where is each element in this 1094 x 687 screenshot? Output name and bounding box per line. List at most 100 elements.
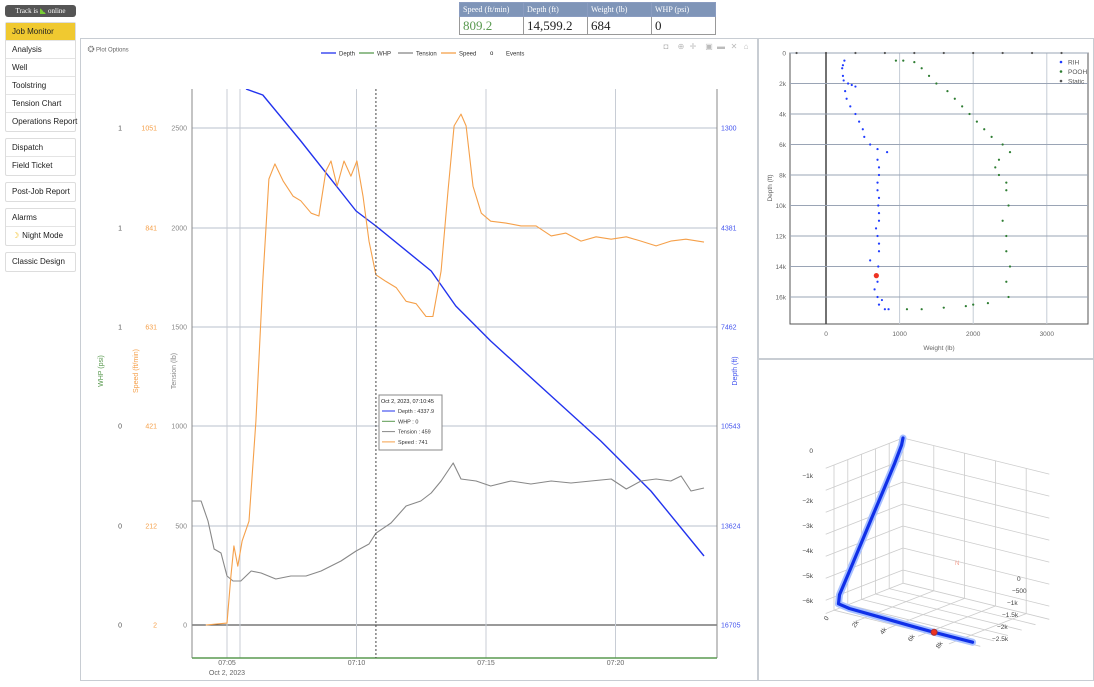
scatter-point-rih (876, 189, 879, 192)
wall-gridline (902, 525, 1050, 563)
whp-tick-label: 1 (118, 226, 122, 233)
x-tick-label: 07:10 (348, 660, 366, 667)
wall-gridline (825, 437, 904, 469)
scatter-point-pooh (913, 61, 916, 64)
scatter-point-pooh (935, 82, 938, 85)
legend-marker-pooh (1059, 70, 1063, 73)
sidebar-item-tension-chart[interactable]: Tension Chart (6, 95, 75, 113)
sidebar-item-label: Post-Job Report (12, 187, 70, 196)
trajectory-line (836, 436, 975, 644)
home-icon[interactable]: ⌂ (744, 42, 749, 51)
sidebar-item-analysis[interactable]: Analysis (6, 41, 75, 59)
plot-area (789, 52, 1089, 325)
scatter-point-rih (877, 219, 881, 222)
scatter-point-pooh (968, 112, 971, 116)
wall-gridline (902, 459, 1050, 497)
sidebar-item-label: Job Monitor (12, 27, 54, 36)
scatter-point-static (854, 51, 857, 55)
scatter-point-rih (877, 303, 881, 306)
z-tick-label: −2k (802, 498, 813, 505)
pan-icon[interactable]: ✛ (690, 42, 697, 51)
tension-tick-label: 500 (175, 524, 187, 531)
scatter-point-rih (869, 143, 872, 146)
scatter-point-rih (863, 135, 866, 138)
zoom-icon[interactable]: ⊕ (678, 42, 685, 51)
sidebar-item-well[interactable]: Well (6, 59, 75, 77)
scatter-point-rih (885, 151, 889, 154)
live-readout-table: Speed (ft/min) Depth (ft) Weight (lb) WH… (459, 2, 716, 35)
scatter-point-pooh (1007, 295, 1010, 299)
legend-item-depth: Depth (339, 52, 355, 58)
whp-tick-label: 1 (118, 126, 122, 133)
whp-value: 0 (651, 16, 716, 35)
camera-icon[interactable]: ◘ (664, 42, 669, 51)
autoscale-icon[interactable]: ✕ (731, 42, 738, 51)
sidebar-item-dispatch[interactable]: Dispatch (6, 139, 75, 157)
scatter-point-pooh (997, 158, 1001, 161)
whp-axis-title: WHP (psi) (98, 355, 105, 387)
y-tick-label: 6k (779, 142, 787, 149)
sidebar-item-alarms[interactable]: Alarms (6, 209, 75, 227)
time-chart[interactable]: 07:05 07:10 07:15 07:20 Oct 2, 2023 0 2 0 16705 0… (81, 39, 759, 682)
floor-gridline (902, 582, 1050, 620)
sidebar-item-label: Toolstring (12, 81, 47, 90)
scatter-point-pooh (997, 173, 1001, 177)
time-chart-panel: 07:05 07:10 07:15 07:20 Oct 2, 2023 0 2 0 16705 0… (80, 38, 758, 681)
sidebar-item-label: Field Ticket (12, 161, 53, 170)
scatter-point-rih (850, 83, 853, 87)
sidebar-group: Alarms ☽ Night Mode (5, 208, 76, 246)
weight-depth-panel: 0 1000 2000 3000 0 2k 4k 6k 8k 10k 12k 14k 16k Weight… (758, 38, 1094, 359)
current-position-marker (930, 628, 938, 636)
z-tick-label: −6k (802, 598, 813, 605)
scatter-point-rih (877, 242, 881, 245)
scatter-point-pooh (894, 59, 898, 62)
plot-options-button[interactable]: Plot Options (96, 48, 129, 54)
north-label: N (955, 561, 959, 567)
scatter-point-rih (845, 97, 848, 100)
scatter-point-rih (877, 265, 880, 268)
x-date-label: Oct 2, 2023 (209, 670, 245, 677)
zoom-in-icon[interactable]: ▣ (705, 42, 713, 51)
tooltip-title: Oct 2, 2023, 07:10:45 (381, 399, 434, 405)
depth-tick-label: 1300 (721, 126, 737, 133)
sidebar-group: Classic Design (5, 252, 76, 272)
wall-gridline (825, 481, 904, 513)
zoom-out-icon[interactable]: ▬ (717, 42, 725, 51)
depth-tick-label: 4381 (721, 226, 737, 233)
scatter-point-pooh (964, 305, 967, 308)
sidebar-item-job-monitor[interactable]: Job Monitor (6, 23, 75, 41)
y-tick-label: 16k (776, 295, 787, 302)
sidebar-item-label: Alarms (12, 213, 37, 222)
sidebar-item-field-ticket[interactable]: Field Ticket (6, 157, 75, 175)
scatter-point-rih (843, 59, 846, 62)
scatter-point-rih (880, 298, 884, 302)
scatter-point-rih (877, 204, 880, 207)
legend-events-marker: o (490, 51, 494, 57)
depth-axis-title: Depth (ft) (732, 356, 739, 385)
weight-depth-chart[interactable]: 0 1000 2000 3000 0 2k 4k 6k 8k 10k 12k 14k 16k Weight… (759, 39, 1094, 360)
speed-axis-title: Speed (ft/min) (133, 349, 140, 393)
sidebar-item-night-mode[interactable]: ☽ Night Mode (6, 227, 75, 245)
x-tick-label: 2k (851, 619, 861, 629)
trajectory-3d-chart[interactable]: 0 −1k −2k −3k −4k −5k −6k 0 2k 4k 6k 8k 0 −500 −1k −1.5… (759, 360, 1094, 682)
y-tick-label: 14k (776, 264, 787, 271)
y-tick-label: 4k (779, 112, 787, 119)
x-tick-label: 8k (935, 640, 945, 650)
gear-icon (87, 45, 95, 53)
scatter-point-rih (849, 105, 852, 108)
track-status-badge: Track is online (5, 5, 76, 17)
scatter-point-rih (869, 259, 872, 262)
y-tick-label: −1k (1007, 600, 1018, 607)
sidebar-item-toolstring[interactable]: Toolstring (6, 77, 75, 95)
z-tick-label: 0 (809, 448, 813, 455)
sidebar-item-classic-design[interactable]: Classic Design (6, 253, 75, 271)
status-text: Track is (15, 7, 39, 15)
scatter-point-rih (876, 280, 879, 283)
scatter-point-rih (876, 234, 879, 238)
scatter-point-rih (846, 82, 850, 85)
sidebar-item-post-job-report[interactable]: Post-Job Report (6, 183, 75, 201)
sidebar-item-operations-report[interactable]: Operations Report (6, 113, 77, 131)
tension-tick-label: 2500 (171, 126, 187, 133)
legend-marker-static (1059, 79, 1063, 83)
scatter-point-rih (841, 67, 844, 70)
